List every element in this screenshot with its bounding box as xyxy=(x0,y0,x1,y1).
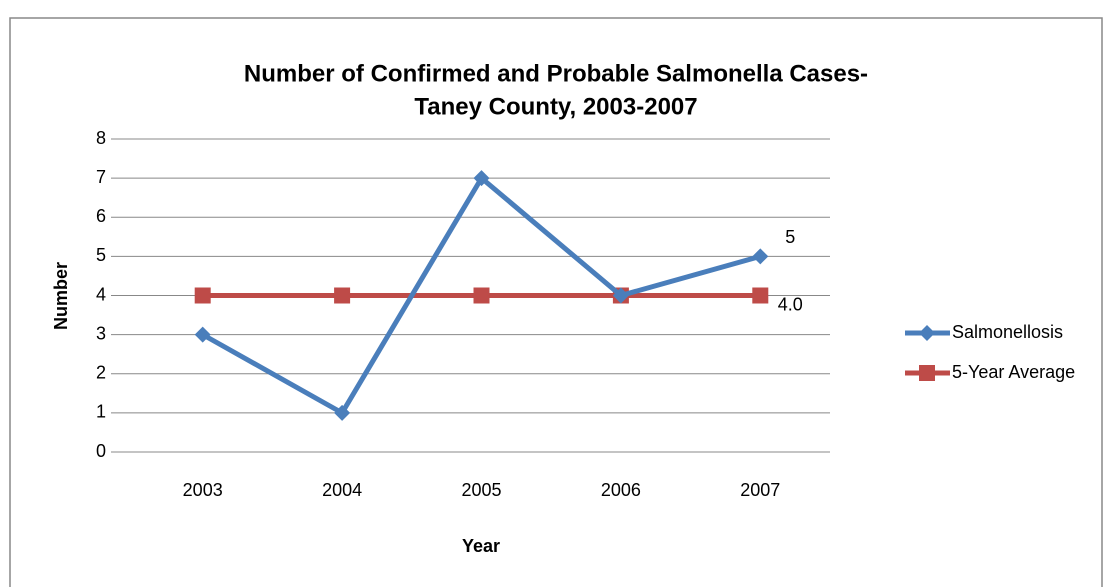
y-tick-label: 5 xyxy=(96,245,106,265)
y-tick-label: 1 xyxy=(96,402,106,422)
point xyxy=(473,287,490,304)
point xyxy=(194,326,211,343)
point xyxy=(194,287,211,304)
chart-title: Taney County, 2003-2007 xyxy=(414,93,697,120)
data-label: 5 xyxy=(785,227,795,247)
legend-marker xyxy=(919,325,935,341)
y-tick-label: 8 xyxy=(96,128,106,148)
y-tick-label: 0 xyxy=(96,441,106,461)
y-tick-label: 7 xyxy=(96,167,106,187)
legend-label: 5-Year Average xyxy=(952,362,1075,382)
legend-label: Salmonellosis xyxy=(952,322,1063,342)
point xyxy=(612,287,629,304)
point xyxy=(334,287,351,304)
x-tick-label: 2003 xyxy=(183,480,223,500)
y-tick-label: 3 xyxy=(96,323,106,343)
chart-frame xyxy=(9,17,1103,587)
x-tick-label: 2007 xyxy=(740,480,780,500)
x-tick-label: 2006 xyxy=(601,480,641,500)
point xyxy=(752,287,769,304)
data-label: 4.0 xyxy=(778,294,803,314)
y-tick-label: 2 xyxy=(96,363,106,383)
x-tick-label: 2004 xyxy=(322,480,362,500)
x-axis-label: Year xyxy=(462,536,500,556)
y-tick-label: 6 xyxy=(96,206,106,226)
chart-title: Number of Confirmed and Probable Salmone… xyxy=(244,60,868,87)
y-tick-label: 4 xyxy=(96,284,106,304)
legend-marker xyxy=(919,365,935,381)
point xyxy=(752,248,769,265)
point xyxy=(473,170,490,187)
y-axis-label: Number xyxy=(51,262,71,330)
x-tick-label: 2005 xyxy=(461,480,501,500)
point xyxy=(334,404,351,421)
